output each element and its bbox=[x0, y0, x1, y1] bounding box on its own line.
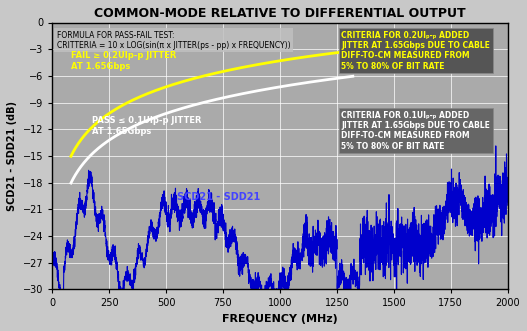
Title: COMMON-MODE RELATIVE TO DIFFERENTIAL OUTPUT: COMMON-MODE RELATIVE TO DIFFERENTIAL OUT… bbox=[94, 7, 466, 20]
Text: FORMULA FOR PASS-FAIL TEST:
CRITTERIA = 10 x LOG(sin(π x JITTER(ps - pp) x FREQU: FORMULA FOR PASS-FAIL TEST: CRITTERIA = … bbox=[57, 30, 290, 50]
X-axis label: FREQUENCY (MHz): FREQUENCY (MHz) bbox=[222, 314, 338, 324]
Text: FAIL ≥ 0.2UIp-p JITTER
AT 1.65Gbps: FAIL ≥ 0.2UIp-p JITTER AT 1.65Gbps bbox=[71, 51, 176, 71]
Text: PASS ≤ 0.1UIp-p JITTER
AT 1.65Gbps: PASS ≤ 0.1UIp-p JITTER AT 1.65Gbps bbox=[92, 116, 201, 136]
Text: CRITERIA FOR 0.2UIₚ-ₚ ADDED
JITTER AT 1.65Gbps DUE TO CABLE
DIFF-TO-CM MEASURED : CRITERIA FOR 0.2UIₚ-ₚ ADDED JITTER AT 1.… bbox=[341, 30, 490, 71]
Y-axis label: SCD21 - SDD21 (dB): SCD21 - SDD21 (dB) bbox=[7, 101, 17, 211]
Text: SCD21 - SDD21: SCD21 - SDD21 bbox=[178, 193, 261, 203]
Text: CRITERIA FOR 0.1UIₚ-ₚ ADDED
JITTER AT 1.65Gbps DUE TO CABLE
DIFF-TO-CM MEASURED : CRITERIA FOR 0.1UIₚ-ₚ ADDED JITTER AT 1.… bbox=[341, 111, 490, 151]
